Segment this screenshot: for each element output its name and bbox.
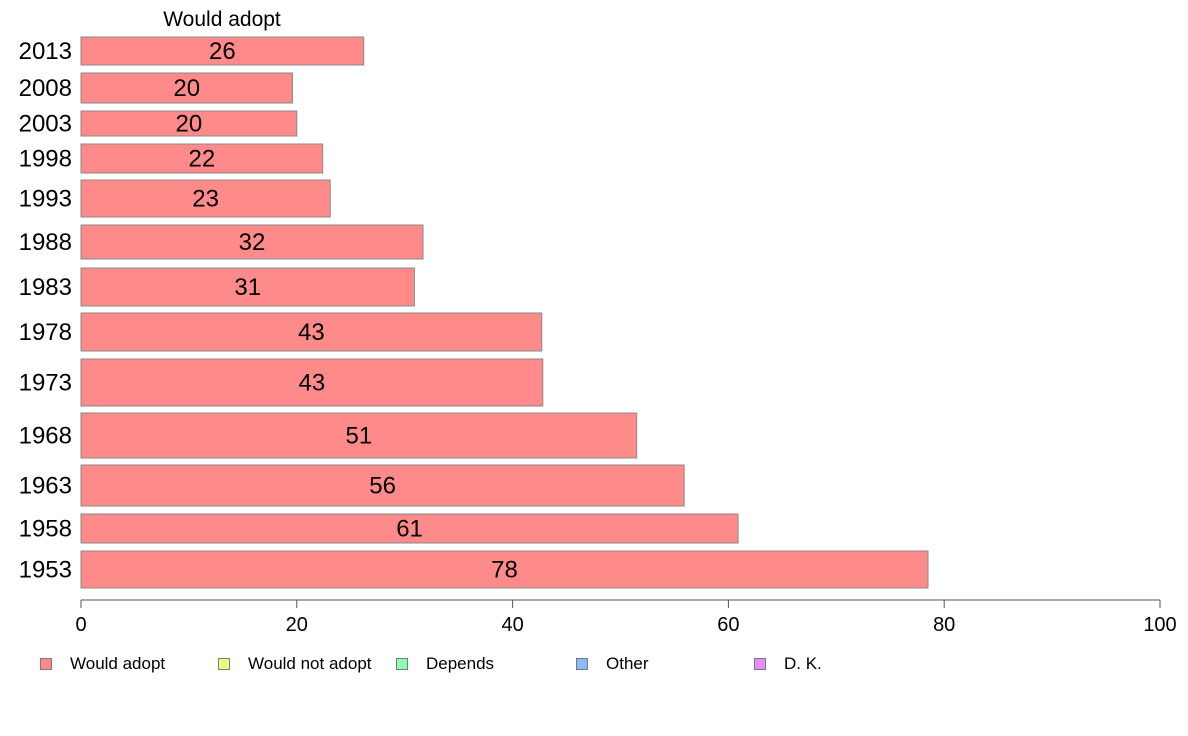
year-label-1958: 1958 <box>19 516 72 543</box>
legend-swatch <box>218 658 230 670</box>
year-label-1953: 1953 <box>19 557 72 584</box>
bar-value-label-1983: 31 <box>234 274 261 301</box>
legend-item-would-adopt: Would adopt <box>40 654 165 674</box>
bar-2008 <box>80 72 293 104</box>
bar-2003 <box>80 110 298 137</box>
column-title: Would adopt <box>163 8 281 31</box>
bar-1993 <box>80 179 331 218</box>
legend-item-depends: Depends <box>396 654 494 674</box>
bar-value-label-1978: 43 <box>298 319 325 346</box>
year-label-1993: 1993 <box>19 186 72 213</box>
bar-value-label-1968: 51 <box>345 423 372 450</box>
year-label-2008: 2008 <box>19 75 72 102</box>
legend-label: Would not adopt <box>248 654 372 673</box>
bar-1988 <box>80 224 424 260</box>
bar-1978 <box>80 312 543 352</box>
bar-value-label-1953: 78 <box>491 557 518 584</box>
year-label-1968: 1968 <box>19 423 72 450</box>
legend-label: Would adopt <box>70 654 166 673</box>
year-label-1978: 1978 <box>19 319 72 346</box>
bar-1953 <box>80 550 929 589</box>
x-tick-label-100: 100 <box>1143 614 1176 636</box>
year-label-1983: 1983 <box>19 274 72 301</box>
bar-value-label-2008: 20 <box>173 75 200 102</box>
legend-label: Other <box>606 654 649 673</box>
legend-label: D. K. <box>784 654 822 673</box>
legend-label: Depends <box>426 654 495 673</box>
x-tick-label-40: 40 <box>501 614 523 636</box>
x-tick-label-20: 20 <box>286 614 308 636</box>
bar-1968 <box>80 412 638 459</box>
legend-item-would-not-adopt: Would not adopt <box>218 654 372 674</box>
bar-value-label-1998: 22 <box>188 146 215 173</box>
legend-item-other: Other <box>576 654 649 674</box>
bar-2013 <box>80 36 365 66</box>
legend-item-d-k: D. K. <box>754 654 822 674</box>
bar-value-label-2013: 26 <box>209 38 236 65</box>
x-tick-label-60: 60 <box>717 614 739 636</box>
bar-value-label-1988: 32 <box>239 229 266 256</box>
bar-1983 <box>80 267 415 307</box>
year-label-1973: 1973 <box>19 370 72 397</box>
year-label-1988: 1988 <box>19 229 72 256</box>
bar-value-label-1958: 61 <box>396 516 423 543</box>
x-axis: 0 20 40 60 80 100 <box>75 599 1177 636</box>
year-label-1963: 1963 <box>19 473 72 500</box>
year-label-2003: 2003 <box>19 111 72 138</box>
x-tick-label-80: 80 <box>933 614 955 636</box>
bar-1958 <box>80 513 739 544</box>
legend-swatch <box>576 658 588 670</box>
bar-1973 <box>80 358 544 407</box>
bar-value-label-1993: 23 <box>192 186 219 213</box>
year-label-2013: 2013 <box>19 38 72 65</box>
bar-value-label-1973: 43 <box>299 370 326 397</box>
x-tick-label-0: 0 <box>75 614 86 636</box>
bar-1998 <box>80 143 324 174</box>
bar-value-label-2003: 20 <box>176 111 203 138</box>
year-label-1998: 1998 <box>19 146 72 173</box>
bar-1963 <box>80 464 685 507</box>
bar-value-label-1963: 56 <box>369 473 396 500</box>
legend-swatch <box>754 658 766 670</box>
legend: Would adopt Would not adopt Depends Other D.… <box>40 654 1140 676</box>
legend-swatch <box>40 658 52 670</box>
legend-swatch <box>396 658 408 670</box>
year-labels: 2013 2008 2003 1998 1993 1988 1983 1978 1973 1968… <box>19 38 72 584</box>
